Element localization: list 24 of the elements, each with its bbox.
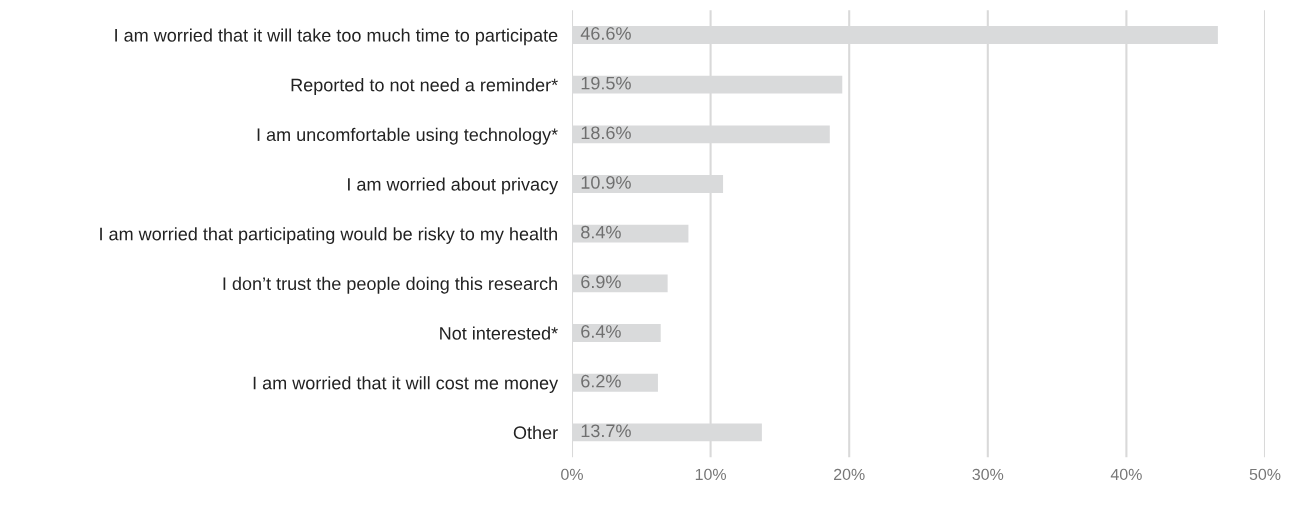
x-tick-label: 10% (695, 468, 727, 481)
data-label: 8.4% (581, 225, 621, 239)
y-tick-label: I am worried that it will cost me money (253, 376, 559, 393)
x-tick-label: 50% (1249, 468, 1281, 481)
data-label: 10.9% (581, 176, 631, 189)
y-tick-label: I am worried that it will take too much time to participate (115, 28, 558, 46)
data-label: 6.9% (581, 275, 621, 289)
y-tick-label: Reported to not need a reminder* (291, 78, 558, 95)
x-tick-label: 40% (1110, 468, 1142, 481)
data-label: 46.6% (580, 27, 631, 40)
data-label: 18.6% (581, 126, 631, 140)
data-label: 6.2% (581, 374, 621, 388)
data-label: 6.4% (581, 325, 621, 338)
y-tick-label: Other (513, 425, 558, 440)
data-label: 13.7% (581, 424, 631, 438)
x-tick-label: 30% (972, 468, 1004, 481)
x-tick-label: 0% (561, 468, 583, 481)
y-tick-label: I don’t trust the people doing this research (223, 276, 557, 294)
y-tick-label: I am worried that participating would be risky to my health (100, 227, 557, 244)
y-tick-label: Not interested* (440, 326, 558, 340)
y-tick-label: I am worried about privacy (348, 177, 559, 195)
y-tick-label: I am uncomfortable using technology* (257, 127, 558, 145)
data-label: 19.5% (581, 76, 631, 90)
x-tick-label: 20% (834, 468, 865, 481)
